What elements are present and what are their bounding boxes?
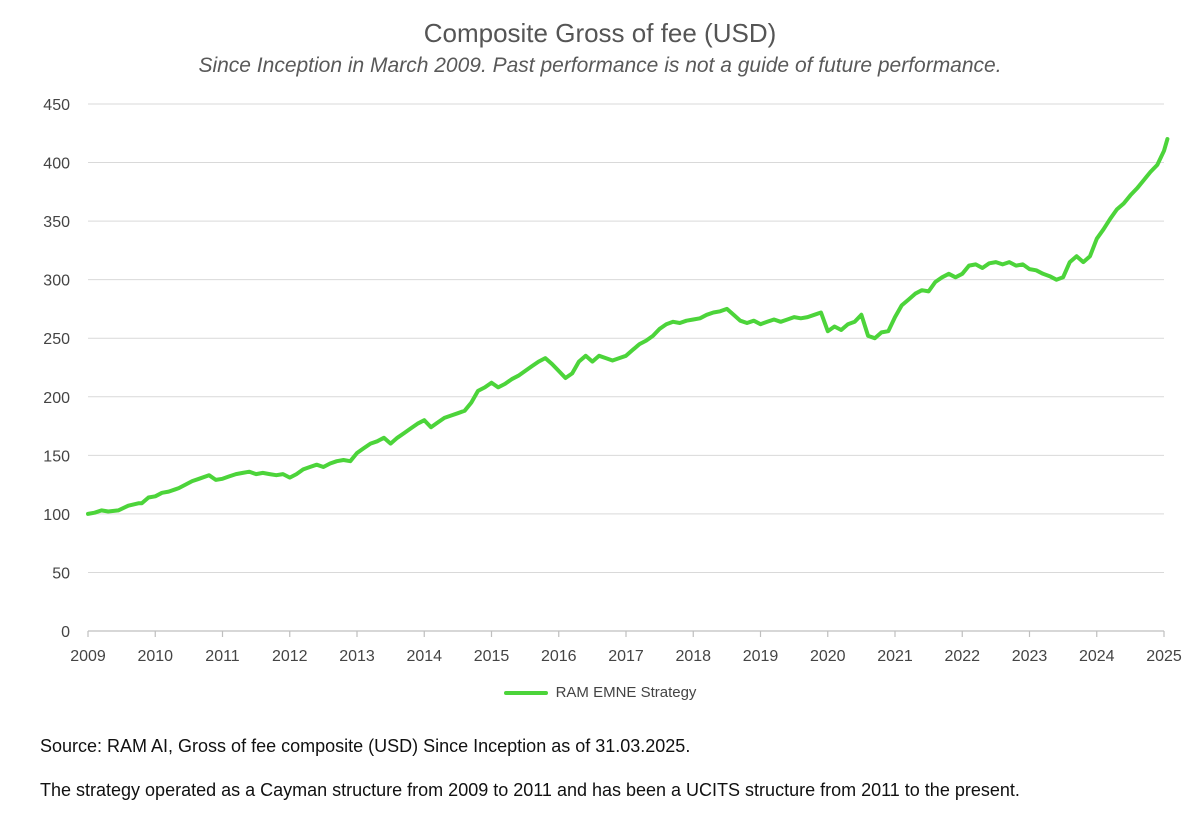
x-tick-labels: 2009 2010 2011 2012 2013 2014 2015 2016 2017 2018… xyxy=(70,648,1182,665)
x-tick-label: 2021 xyxy=(877,648,913,665)
legend-label: RAM EMNE Strategy xyxy=(555,684,697,701)
x-tick-label: 2013 xyxy=(339,648,375,665)
y-tick-label: 50 xyxy=(52,565,70,582)
x-tick-label: 2018 xyxy=(675,648,711,665)
x-tick-label: 2010 xyxy=(137,648,173,665)
source-footnote: Source: RAM AI, Gross of fee composite (… xyxy=(40,736,691,756)
x-tick-label: 2019 xyxy=(743,648,779,665)
x-tick-label: 2012 xyxy=(272,648,308,665)
y-tick-label: 450 xyxy=(43,97,70,114)
x-tick-label: 2011 xyxy=(205,648,240,665)
x-tick-label: 2016 xyxy=(541,648,577,665)
x-tick-label: 2022 xyxy=(944,648,980,665)
series-layer xyxy=(86,137,1170,516)
structure-footnote: The strategy operated as a Cayman struct… xyxy=(40,780,1020,800)
y-tick-labels: 0 50 100 150 200 250 300 350 400 450 xyxy=(43,97,70,641)
line-chart: 0 50 100 150 200 250 300 350 400 450 2009 2010 2011… xyxy=(43,97,1182,665)
chart-legend: RAM EMNE Strategy xyxy=(0,684,1200,701)
y-tick-label: 250 xyxy=(43,331,70,348)
chart-subtitle: Since Inception in March 2009. Past perf… xyxy=(198,54,1002,77)
y-tick-label: 100 xyxy=(43,507,70,524)
y-tick-label: 300 xyxy=(43,273,70,290)
x-tick-label: 2009 xyxy=(70,648,106,665)
chart-title: Composite Gross of fee (USD) xyxy=(423,18,777,48)
gridlines xyxy=(88,103,1164,573)
y-tick-label: 400 xyxy=(43,156,70,173)
x-tick-label: 2025 xyxy=(1146,648,1182,665)
y-tick-label: 350 xyxy=(43,214,70,231)
x-tick-label: 2023 xyxy=(1012,648,1048,665)
x-tick-label: 2024 xyxy=(1079,648,1115,665)
y-tick-label: 0 xyxy=(61,624,70,641)
y-tick-label: 150 xyxy=(43,448,70,465)
x-tick-label: 2014 xyxy=(406,648,442,665)
x-tick-label: 2020 xyxy=(810,648,846,665)
y-tick-label: 200 xyxy=(43,390,70,407)
series-line-0 xyxy=(86,137,1170,516)
x-tick-label: 2017 xyxy=(608,648,644,665)
legend-swatch xyxy=(503,690,548,695)
x-axis xyxy=(87,630,1165,637)
x-tick-label: 2015 xyxy=(474,648,510,665)
